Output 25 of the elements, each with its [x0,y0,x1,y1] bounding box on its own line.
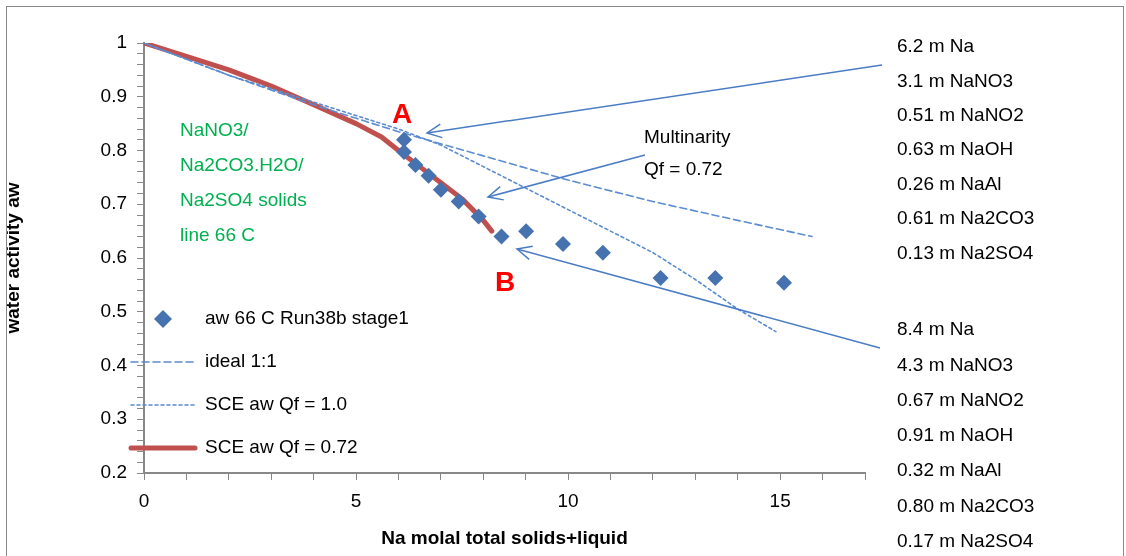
text: 8.4 m Na 4.3 m NaNO3 0.67 m NaNO2 0.91 m NaOH 0.32 m NaAl 0.80 m Na2CO3 0.17 m Na2SO4 [897,318,1035,552]
y-tick-label: 0.4 [100,353,128,375]
legend-label: SCE aw Qf = 1.0 [205,393,348,415]
y-tick-label: 0.8 [100,138,127,160]
legend-label: ideal 1:1 [205,350,277,372]
y-tick-label: 0.5 [100,299,127,321]
text: 6.2 m Na 3.1 m NaNO3 0.51 m NaNO2 0.63 m NaOH 0.26 m NaAl 0.61 m Na2CO3 0.13 m Na2SO4 [897,35,1035,263]
legend-label: aw 66 C Run38b stage1 [205,307,409,329]
y-tick-label: 0.3 [100,407,127,429]
annotation: NaNO3/ Na2CO3.H2O/ Na2SO4 solids line 66 C [180,119,307,246]
legend-label: SCE aw Qf = 0.72 [205,436,358,458]
annotation: Multinarity Qf = 0.72 [644,126,732,180]
x-tick-label: 0 [138,489,150,511]
y-tick-label: 0.9 [100,84,127,106]
x-tick-label: 10 [557,489,579,511]
y-tick-label: 1 [116,31,127,53]
x-axis-title: Na molal total solids+liquid [381,526,628,548]
annotation: A [391,97,413,129]
x-tick-label: 15 [769,489,791,511]
y-tick-label: 0.6 [100,246,127,268]
x-tick-label: 5 [350,489,362,511]
y-axis-title: water activity aw [1,182,23,335]
y-tick-label: 0.2 [100,461,127,483]
annotation: B [494,265,516,297]
y-tick-label: 0.7 [100,192,127,214]
